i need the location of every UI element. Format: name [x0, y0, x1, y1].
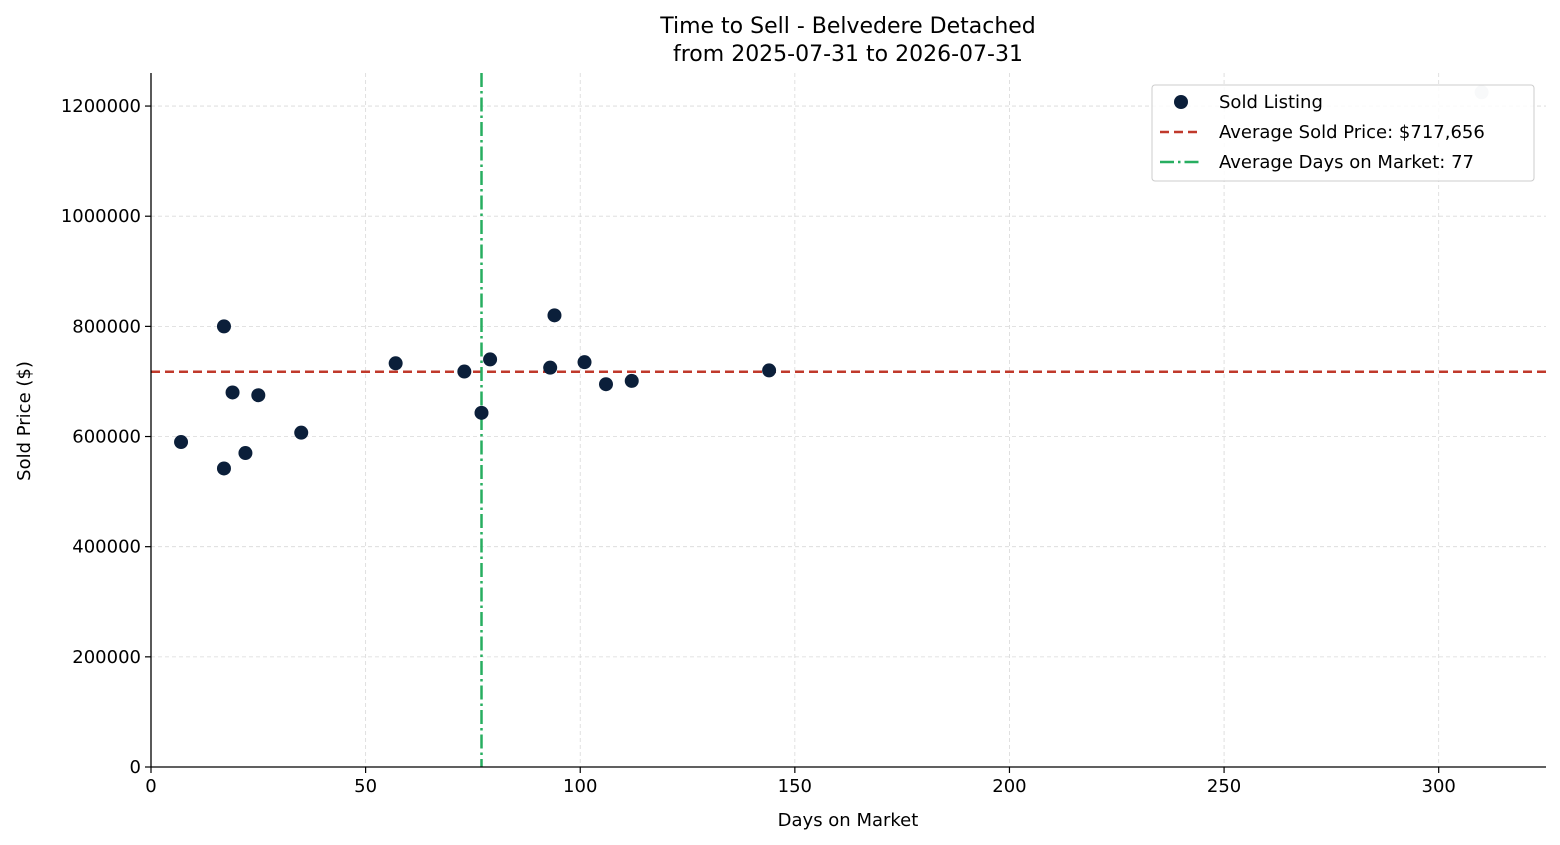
- y-axis-label: Sold Price ($): [14, 361, 35, 481]
- data-point: [216, 461, 231, 476]
- x-tick-label: 100: [563, 776, 597, 797]
- chart-title: Time to Sell - Belvedere Detached: [659, 14, 1036, 39]
- data-point: [762, 363, 777, 378]
- data-point: [547, 308, 562, 323]
- data-point: [483, 352, 498, 367]
- x-tick-label: 150: [778, 776, 812, 797]
- chart-subtitle: from 2025-07-31 to 2026-07-31: [673, 42, 1023, 67]
- data-point: [624, 373, 639, 388]
- legend-label: Sold Listing: [1219, 92, 1323, 113]
- data-point: [238, 446, 253, 461]
- data-point: [543, 360, 558, 375]
- legend: Sold Listing Average Sold Price: $717,656…: [1151, 84, 1535, 182]
- data-point: [598, 377, 613, 392]
- y-tick-label: 800000: [72, 316, 141, 337]
- legend-marker-dot: [1174, 95, 1188, 109]
- data-point: [225, 385, 240, 400]
- data-point: [251, 388, 266, 403]
- legend-label: Average Days on Market: 77: [1219, 152, 1474, 173]
- x-tick-label: 0: [145, 776, 156, 797]
- axes: 0 50 100 150 200 250 300 0 200000 400000 600000 800…: [61, 73, 1546, 797]
- x-tick-label: 250: [1207, 776, 1241, 797]
- x-tick-label: 300: [1422, 776, 1456, 797]
- legend-label: Average Sold Price: $717,656: [1219, 122, 1485, 143]
- data-point: [457, 364, 472, 379]
- legend-box: [1151, 84, 1535, 182]
- y-tick-label: 200000: [72, 647, 141, 668]
- y-tick-label: 1200000: [61, 96, 141, 117]
- y-tick-label: 400000: [72, 537, 141, 558]
- x-tick-label: 200: [992, 776, 1026, 797]
- data-point: [388, 356, 403, 371]
- data-point: [294, 425, 309, 440]
- x-axis-label: Days on Market: [778, 810, 919, 831]
- reference-lines: [151, 73, 1546, 767]
- data-point: [216, 319, 231, 334]
- x-tick-label: 50: [354, 776, 377, 797]
- data-point: [577, 355, 592, 370]
- y-tick-label: 600000: [72, 427, 141, 448]
- y-tick-label: 0: [130, 757, 141, 778]
- data-point: [474, 405, 489, 420]
- y-tick-label: 1000000: [61, 206, 141, 227]
- data-point: [174, 435, 189, 450]
